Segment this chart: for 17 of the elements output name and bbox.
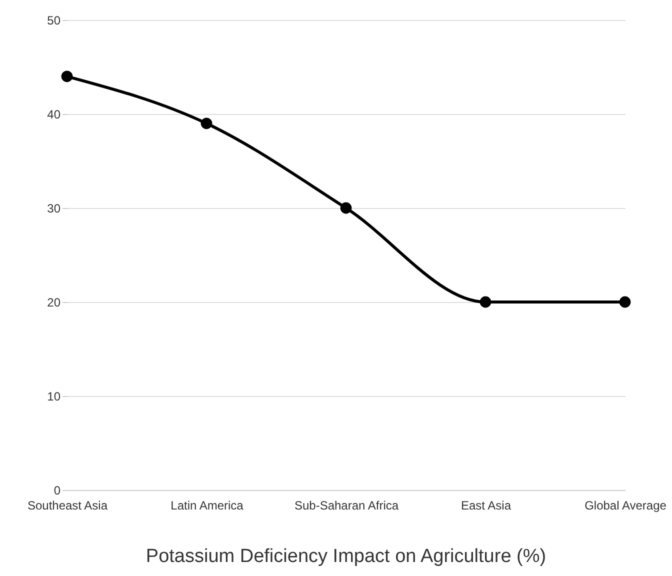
y-tick-label: 50 [47,14,61,28]
point [619,296,631,308]
point [61,70,73,82]
point [340,202,352,214]
point [480,296,492,308]
x-tick-label: Global Average [584,498,667,512]
y-tick-label: 40 [47,108,61,122]
y-tick-label: 10 [47,390,61,404]
y-tick-label: 20 [47,296,61,310]
point [200,118,212,130]
x-tick-label: East Asia [460,498,512,512]
y-tick-label: 30 [47,202,61,216]
x-tick-label: Latin America [170,498,244,512]
x-tick-label: Southeast Asia [27,498,108,512]
y-tick-label: 0 [54,484,61,498]
text: Potassium Deficiency Impact on Agriculture (%) [146,546,546,567]
x-tick-label: Sub-Saharan Africa [294,498,399,512]
